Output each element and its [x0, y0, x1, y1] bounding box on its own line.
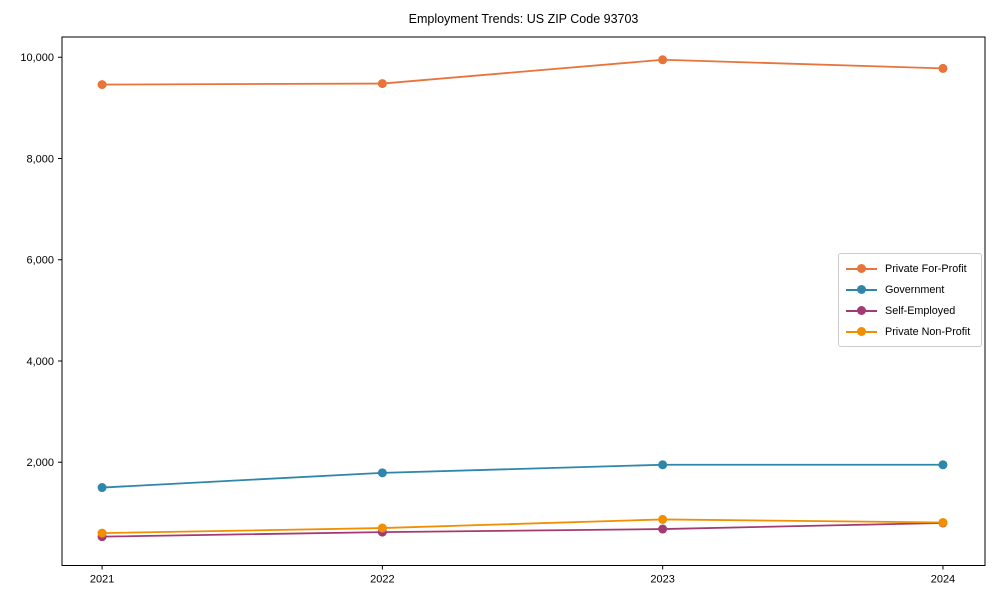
legend-dot-swatch: [857, 284, 866, 294]
y-axis-tick-label: 6,000: [26, 255, 54, 267]
data-point-private-for-profit: [97, 80, 107, 90]
plot-border: [61, 36, 986, 566]
legend-entry-self-employed: Self-Employed: [846, 300, 974, 321]
data-point-private-non-profit: [97, 528, 107, 538]
series-line-private-for-profit: [102, 58, 943, 86]
y-axis-tick-label: 10,000: [20, 52, 54, 64]
x-axis-tick-label: 2022: [370, 574, 394, 586]
legend-marker-icon: [846, 305, 877, 316]
legend-marker-icon: [846, 326, 877, 337]
legend-marker-icon: [846, 284, 877, 295]
legend-marker-icon: [846, 263, 877, 274]
legend: Private For-Profit Government Self-Employe…: [838, 253, 982, 347]
data-point-private-non-profit: [938, 517, 948, 527]
series-line-private-non-profit: [102, 518, 943, 535]
data-point-private-for-profit: [377, 79, 387, 89]
chart-title: Employment Trends: US ZIP Code 93703: [408, 12, 639, 26]
data-point-government: [938, 460, 948, 470]
data-point-government: [97, 483, 107, 493]
x-axis-tick-label: 2023: [650, 574, 674, 586]
data-point-private-non-profit: [377, 523, 387, 533]
legend-dot-swatch: [857, 326, 866, 336]
legend-dot-swatch: [857, 305, 866, 315]
series-line-government: [102, 463, 943, 489]
y-axis-tick-label: 2,000: [26, 457, 54, 469]
data-point-private-non-profit: [658, 514, 668, 524]
legend-label: Government: [885, 283, 945, 296]
legend-label: Private Non-Profit: [885, 325, 971, 338]
data-point-government: [658, 460, 668, 470]
y-axis-tick-label: 4,000: [26, 356, 54, 368]
legend-entry-private-non-profit: Private Non-Profit: [846, 321, 974, 342]
series-line-self-employed: [102, 522, 943, 538]
data-point-private-for-profit: [938, 63, 948, 73]
legend-label: Self-Employed: [885, 304, 956, 317]
data-point-self-employed: [658, 524, 668, 534]
legend-entry-government: Government: [846, 279, 974, 300]
data-point-government: [377, 468, 387, 478]
data-point-private-for-profit: [658, 55, 668, 65]
x-axis-tick-label: 2024: [931, 574, 955, 586]
x-axis-tick-label: 2021: [90, 574, 114, 586]
y-axis-tick-label: 8,000: [26, 153, 54, 165]
legend-dot-swatch: [857, 263, 866, 273]
legend-label: Private For-Profit: [885, 262, 967, 275]
legend-entry-private-for-profit: Private For-Profit: [846, 258, 974, 279]
